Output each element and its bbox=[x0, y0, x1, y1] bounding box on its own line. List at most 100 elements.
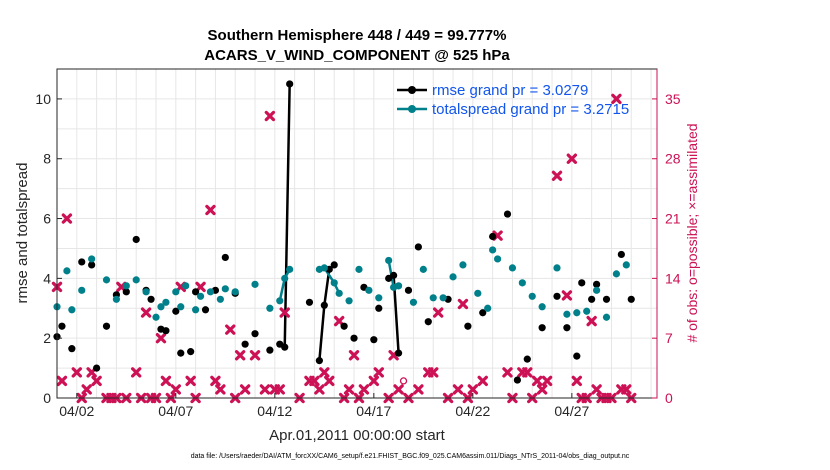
obs-assimilated-point bbox=[71, 367, 83, 378]
rmse-point bbox=[404, 286, 413, 294]
spread-point bbox=[162, 298, 170, 306]
spread-point bbox=[612, 270, 621, 278]
obs-assimilated-point bbox=[413, 384, 424, 395]
spread-point bbox=[375, 294, 383, 302]
rmse-point bbox=[390, 271, 398, 279]
obs-assimilated-point bbox=[522, 367, 533, 378]
y2-axis-ticks: 0 7 14 21 28 35 bbox=[652, 69, 681, 406]
obs-assimilated-point bbox=[348, 350, 360, 361]
obs-assimilated-point bbox=[457, 298, 469, 310]
spread-point bbox=[484, 304, 492, 312]
spread-point bbox=[489, 246, 497, 254]
obs-assimilated-point bbox=[215, 384, 226, 395]
rmse-point bbox=[122, 288, 130, 296]
spread-point bbox=[281, 274, 289, 282]
y-axis-label: rmse and totalspread bbox=[14, 163, 31, 304]
y2-tick-label: 14 bbox=[665, 270, 681, 286]
obs-assimilated-point bbox=[264, 110, 276, 122]
obs-assimilated-point bbox=[551, 170, 563, 182]
rmse-point bbox=[523, 355, 531, 363]
spread-point bbox=[132, 276, 140, 284]
rmse-point bbox=[172, 307, 180, 315]
rmse-point bbox=[617, 250, 625, 259]
obs-assimilated-point bbox=[571, 375, 583, 387]
chart-subtitle: ACARS_V_WIND_COMPONENT @ 525 hPa bbox=[204, 47, 510, 64]
y-tick-label: 8 bbox=[43, 151, 51, 167]
spread-point bbox=[152, 313, 160, 321]
x-tick-label: 04/07 bbox=[158, 403, 193, 419]
obs-assimilated-point bbox=[541, 375, 553, 387]
spread-point bbox=[508, 264, 517, 272]
spread-point bbox=[266, 304, 274, 312]
y2-tick-label: 0 bbox=[665, 390, 673, 406]
rmse-point bbox=[147, 295, 155, 303]
x-tick-label: 04/22 bbox=[455, 403, 490, 419]
spread-point bbox=[528, 292, 536, 300]
spread-point bbox=[409, 298, 418, 306]
obs-assimilated-point bbox=[477, 375, 488, 387]
obs-assimilated-point bbox=[502, 367, 513, 378]
rmse-point bbox=[132, 235, 140, 244]
rmse-point bbox=[489, 232, 497, 241]
spread-point bbox=[102, 276, 111, 284]
spread-point bbox=[449, 273, 457, 281]
footnote: data file: /Users/raeder/DAI/ATM_forcXX/… bbox=[191, 453, 630, 460]
obs-assimilated-point bbox=[185, 375, 196, 387]
rmse-point bbox=[177, 349, 185, 357]
rmse-point bbox=[88, 261, 96, 269]
obs-assimilated-point bbox=[249, 350, 261, 361]
legend-rmse-label: rmse grand pr = 3.0279 bbox=[432, 82, 588, 99]
rmse-point bbox=[414, 243, 422, 251]
obs-assimilated-point bbox=[591, 384, 602, 395]
rmse-point bbox=[350, 334, 358, 342]
legend-spread-marker bbox=[408, 105, 416, 113]
obs-assimilated-point bbox=[56, 375, 68, 387]
obs-assimilated-point bbox=[170, 384, 182, 395]
obs-assimilated-point bbox=[324, 375, 335, 387]
spread-point bbox=[63, 267, 71, 275]
x-axis-ticks: 04/02 04/07 04/12 04/17 04/22 04/27 bbox=[59, 393, 590, 419]
spread-point bbox=[345, 297, 353, 305]
spread-point bbox=[419, 265, 427, 273]
spread-point bbox=[231, 288, 239, 296]
rmse-point bbox=[627, 295, 635, 303]
rmse-point bbox=[68, 345, 76, 353]
obs-assimilated-point bbox=[309, 375, 320, 387]
obs-assimilated-point bbox=[586, 315, 597, 327]
spread-point bbox=[320, 264, 328, 272]
obs-assimilated-point bbox=[432, 307, 444, 318]
rmse-point bbox=[375, 304, 383, 312]
legend-spread-label: totalspread grand pr = 3.2715 bbox=[432, 101, 629, 118]
obs-assimilated-point bbox=[314, 384, 325, 395]
obs-assimilated-point bbox=[91, 375, 102, 387]
rmse-point bbox=[340, 322, 348, 330]
rmse-point bbox=[588, 295, 596, 303]
rmse-point bbox=[78, 258, 86, 266]
spread-point bbox=[563, 310, 571, 318]
spread-point bbox=[602, 313, 611, 321]
spread-point bbox=[142, 288, 150, 296]
spread-point bbox=[251, 280, 259, 288]
y-tick-label: 6 bbox=[43, 211, 51, 227]
spread-point bbox=[78, 286, 86, 294]
spread-point bbox=[172, 288, 180, 296]
obs-assimilated-point bbox=[561, 290, 573, 301]
plot-area bbox=[57, 69, 657, 398]
rmse-point bbox=[102, 322, 111, 330]
spread-point bbox=[622, 261, 630, 269]
x-axis-label: Apr.01,2011 00:00:00 start bbox=[269, 427, 446, 444]
x-tick-label: 04/12 bbox=[257, 403, 292, 419]
spread-point bbox=[330, 279, 338, 287]
rmse-point bbox=[503, 210, 512, 218]
spread-point bbox=[573, 309, 581, 317]
rmse-point bbox=[424, 318, 432, 326]
rmse-point bbox=[320, 301, 328, 309]
y-axis-ticks: 0 2 4 6 8 10 bbox=[35, 91, 62, 406]
obs-assimilated-point bbox=[210, 375, 221, 387]
y2-tick-label: 7 bbox=[665, 330, 673, 346]
obs-assimilated-point bbox=[428, 367, 439, 378]
x-tick-label: 04/27 bbox=[554, 403, 589, 419]
spread-point bbox=[583, 307, 591, 315]
spread-marks bbox=[53, 246, 630, 321]
